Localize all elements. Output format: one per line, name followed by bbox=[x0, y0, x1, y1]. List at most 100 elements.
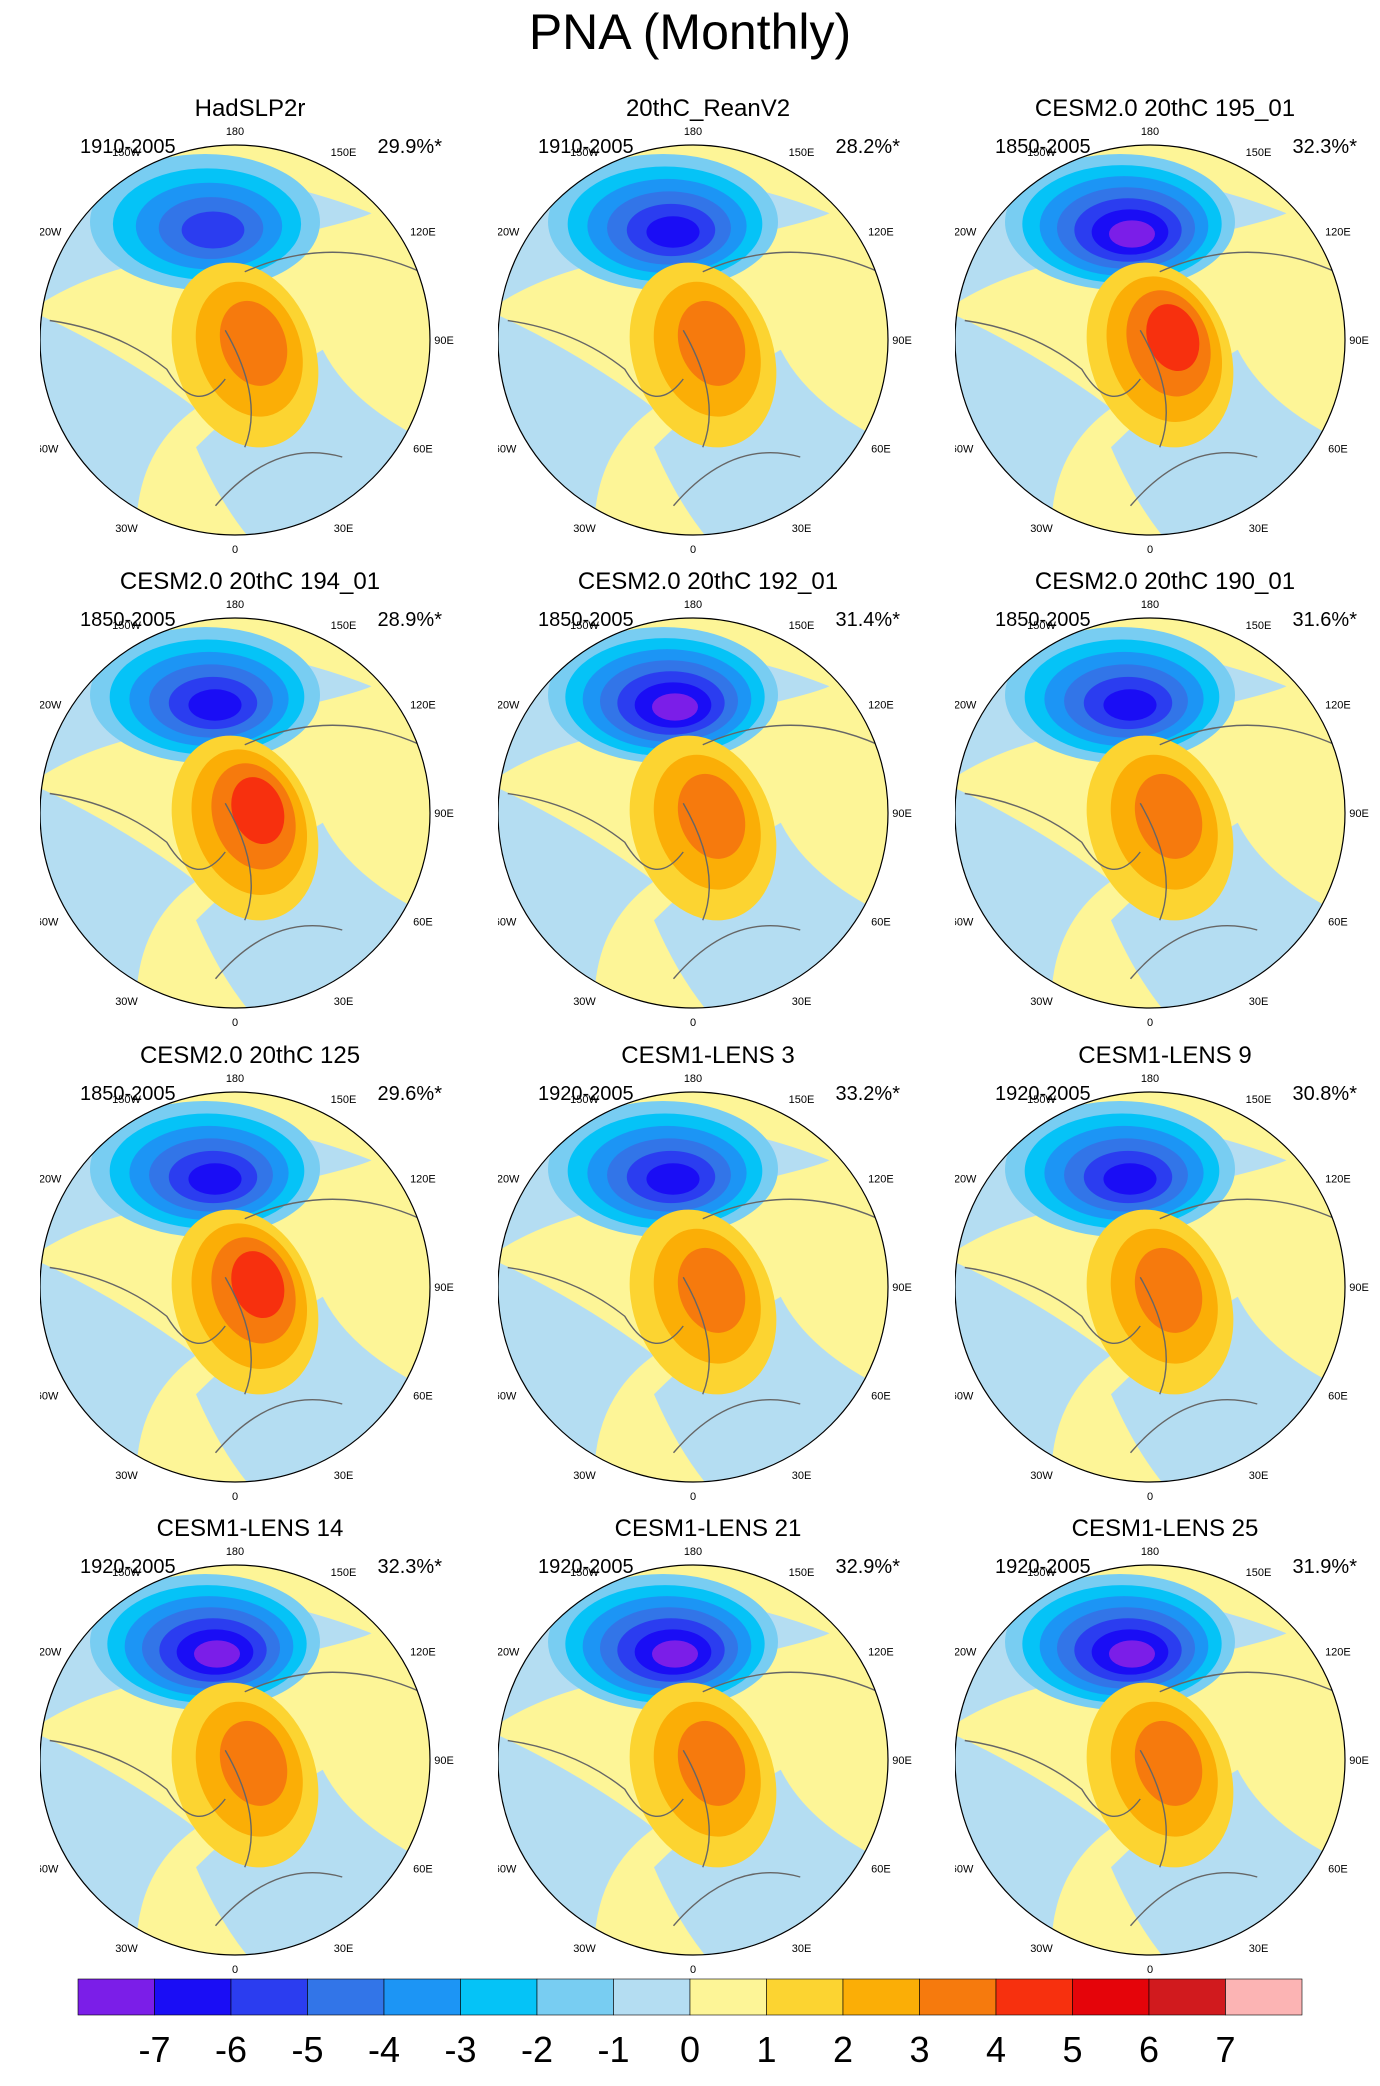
longitude-label: 60E bbox=[1328, 1864, 1348, 1876]
longitude-label: 150W bbox=[1027, 1567, 1056, 1579]
panel-variance: 29.6%* bbox=[377, 1083, 443, 1105]
polar-map: 180150E120E90E60E30E030W60W90W120W150W bbox=[955, 126, 1369, 556]
map-boundary bbox=[40, 144, 431, 536]
coastline bbox=[507, 251, 879, 507]
negative-anomaly-contour bbox=[646, 216, 700, 248]
longitude-label: 60W bbox=[498, 917, 517, 929]
panel-title: CESM2.0 20thC 194_01 bbox=[119, 568, 381, 595]
longitude-label: 120E bbox=[868, 1174, 894, 1186]
positive-anomaly-contour bbox=[1134, 773, 1203, 859]
positive-anomaly-contour bbox=[231, 777, 285, 844]
longitude-label: 60W bbox=[955, 444, 974, 456]
map-panel: 180150E120E90E60E30E030W60W90W120W150WCE… bbox=[40, 1042, 460, 1512]
colorbar-tick-label: -2 bbox=[520, 2029, 553, 2070]
coastline bbox=[49, 251, 421, 507]
panel-period: 1910-2005 bbox=[538, 136, 634, 158]
negative-anomaly-contour bbox=[1109, 1640, 1155, 1668]
panel-title: CESM2.0 20thC 190_01 bbox=[1034, 568, 1296, 595]
coastline bbox=[964, 1671, 1336, 1927]
longitude-label: 30E bbox=[792, 996, 812, 1008]
longitude-label: 180 bbox=[1141, 1546, 1159, 1558]
longitude-label: 60W bbox=[40, 917, 59, 929]
coastline bbox=[964, 1198, 1336, 1454]
longitude-label: 60W bbox=[498, 1864, 517, 1876]
negative-anomaly-contour bbox=[646, 1163, 700, 1195]
longitude-label: 60E bbox=[1328, 1391, 1348, 1403]
longitude-label: 120W bbox=[498, 1647, 520, 1659]
longitude-label: 60W bbox=[955, 1391, 974, 1403]
negative-anomaly-contour bbox=[652, 693, 698, 721]
longitude-label: 150E bbox=[331, 620, 357, 632]
longitude-label: 0 bbox=[690, 1017, 696, 1029]
longitude-label: 90E bbox=[892, 1282, 912, 1294]
polar-map: 180150E120E90E60E30E030W60W90W120W150W bbox=[498, 1073, 912, 1503]
longitude-label: 180 bbox=[684, 1073, 702, 1085]
longitude-label: 150E bbox=[789, 1567, 815, 1579]
longitude-label: 60E bbox=[871, 1864, 891, 1876]
longitude-label: 120E bbox=[868, 700, 894, 712]
map-panel: 180150E120E90E60E30E030W60W90W120W150WCE… bbox=[498, 568, 918, 1038]
longitude-label: 120E bbox=[1325, 1647, 1351, 1659]
longitude-label: 120E bbox=[868, 1647, 894, 1659]
longitude-label: 30W bbox=[1030, 996, 1053, 1008]
longitude-label: 60W bbox=[498, 1391, 517, 1403]
polar-map: 180150E120E90E60E30E030W60W90W120W150W bbox=[40, 1546, 454, 1976]
longitude-label: 120W bbox=[40, 1174, 62, 1186]
panel-period: 1920-2005 bbox=[80, 1556, 176, 1578]
panel-variance: 28.9%* bbox=[377, 609, 443, 631]
longitude-label: 150W bbox=[112, 1094, 141, 1106]
panel-variance: 28.2%* bbox=[835, 136, 901, 158]
longitude-label: 30E bbox=[1249, 523, 1269, 535]
longitude-label: 30E bbox=[334, 996, 354, 1008]
colorbar-tick-label: 7 bbox=[1215, 2029, 1236, 2070]
longitude-label: 150E bbox=[1246, 620, 1272, 632]
panel-period: 1920-2005 bbox=[995, 1083, 1091, 1105]
longitude-label: 60E bbox=[413, 1391, 433, 1403]
colorbar-tick-label: 5 bbox=[1062, 2029, 1083, 2070]
panel-period: 1920-2005 bbox=[538, 1083, 634, 1105]
longitude-label: 90E bbox=[434, 1755, 454, 1767]
longitude-label: 120E bbox=[868, 227, 894, 239]
panel-variance: 32.3%* bbox=[377, 1556, 443, 1578]
longitude-label: 120W bbox=[955, 700, 977, 712]
positive-anomaly-contour bbox=[231, 1251, 285, 1318]
longitude-label: 150W bbox=[1027, 620, 1056, 632]
longitude-label: 150W bbox=[570, 620, 599, 632]
longitude-label: 30W bbox=[1030, 523, 1053, 535]
panel-title: CESM1-LENS 14 bbox=[156, 1515, 344, 1542]
longitude-label: 0 bbox=[1147, 1017, 1153, 1029]
longitude-label: 90E bbox=[1349, 1282, 1369, 1294]
polar-map: 180150E120E90E60E30E030W60W90W120W150W bbox=[498, 1546, 912, 1976]
longitude-label: 120E bbox=[410, 700, 436, 712]
longitude-label: 180 bbox=[226, 1073, 244, 1085]
longitude-label: 120W bbox=[955, 227, 977, 239]
longitude-label: 90E bbox=[434, 808, 454, 820]
longitude-label: 120E bbox=[410, 1174, 436, 1186]
map-panel: 180150E120E90E60E30E030W60W90W120W150WCE… bbox=[955, 568, 1375, 1038]
panel-variance: 32.9%* bbox=[835, 1556, 901, 1578]
panel-variance: 30.8%* bbox=[1292, 1083, 1358, 1105]
longitude-label: 0 bbox=[1147, 544, 1153, 556]
panel-title: CESM1-LENS 3 bbox=[621, 1042, 795, 1069]
map-panel: 180150E120E90E60E30E030W60W90W120W150W CE… bbox=[40, 1515, 460, 1985]
map-boundary bbox=[498, 144, 889, 536]
map-panel: 180150E120E90E60E30E030W60W90W120W150WCE… bbox=[955, 95, 1375, 565]
longitude-label: 180 bbox=[226, 1546, 244, 1558]
longitude-label: 60E bbox=[413, 917, 433, 929]
colorbar-tick-label: 6 bbox=[1138, 2029, 1160, 2070]
longitude-label: 60W bbox=[40, 444, 59, 456]
map-boundary bbox=[955, 1091, 1346, 1483]
longitude-label: 120W bbox=[955, 1174, 977, 1186]
longitude-label: 60W bbox=[40, 1864, 59, 1876]
longitude-label: 0 bbox=[690, 1491, 696, 1503]
longitude-label: 30E bbox=[792, 523, 812, 535]
coastline bbox=[964, 724, 1336, 980]
longitude-label: 150E bbox=[789, 1094, 815, 1106]
positive-anomaly-contour bbox=[677, 1720, 746, 1806]
longitude-label: 60W bbox=[955, 1864, 974, 1876]
map-panel: 180150E120E90E60E30E030W60W90W120W150WCE… bbox=[955, 1042, 1375, 1512]
panel-period: 1850-2005 bbox=[995, 609, 1091, 631]
longitude-label: 150W bbox=[1027, 147, 1056, 159]
longitude-label: 30W bbox=[115, 1470, 138, 1482]
longitude-label: 90E bbox=[1349, 808, 1369, 820]
